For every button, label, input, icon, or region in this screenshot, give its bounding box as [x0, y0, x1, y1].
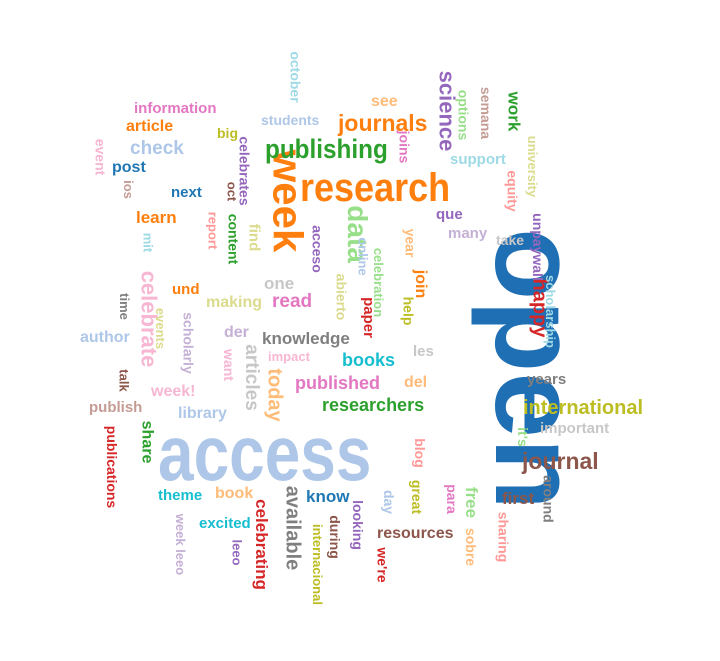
word-help: help — [400, 296, 417, 326]
word-support: support — [450, 151, 506, 168]
word-find: find — [245, 223, 263, 252]
word-share: share — [138, 420, 156, 464]
word-journals: journals — [338, 110, 428, 136]
word-les: les — [413, 343, 434, 360]
word-its: it's — [514, 427, 531, 447]
word-time: time — [116, 293, 132, 320]
word-available: available — [281, 485, 304, 571]
word-post: post — [112, 159, 146, 176]
word-publications: publications — [104, 425, 121, 509]
word-joins: joins — [396, 130, 413, 164]
word-many: many — [448, 225, 488, 242]
word-report: report — [205, 211, 221, 250]
word-resources: resources — [377, 525, 454, 542]
word-making: making — [206, 294, 263, 311]
word-join: join — [412, 269, 430, 299]
word-events: events — [153, 307, 169, 350]
word-next: next — [171, 184, 202, 201]
word-access: access — [158, 409, 372, 497]
word-internacional: internacional — [309, 524, 325, 605]
word-years: years — [527, 371, 567, 388]
word-see: see — [371, 93, 398, 110]
word-university: university — [525, 135, 541, 198]
word-today: today — [263, 368, 286, 422]
word-unpaywall: unpaywall — [529, 213, 546, 281]
word-abierto: abierto — [333, 273, 350, 321]
word-scholarship: scholarship — [542, 275, 558, 348]
word-week-leeo: week leeo — [173, 513, 189, 576]
word-publish: publish — [89, 399, 143, 416]
word-learn: learn — [136, 208, 177, 227]
word-ios: ios — [120, 180, 136, 199]
word-publishing: publishing — [265, 134, 388, 164]
word-excited: excited — [199, 515, 251, 532]
word-science: science — [434, 70, 460, 152]
word-big: big — [217, 125, 238, 141]
word-impact: impact — [268, 349, 310, 364]
word-que: que — [436, 206, 463, 223]
word-talk: talk — [116, 369, 132, 392]
word-important: important — [540, 420, 610, 437]
word-sobre: sobre — [463, 527, 480, 567]
word-take: take — [496, 232, 525, 248]
word-der: der — [224, 324, 249, 341]
word-want: want — [220, 349, 237, 381]
word-celebrates: celebrates — [236, 136, 253, 206]
word-equity: equity — [504, 170, 521, 212]
word-book: book — [215, 485, 254, 502]
word-week-excl: week! — [151, 383, 196, 400]
word-knowledge: knowledge — [262, 329, 350, 348]
word-library: library — [178, 405, 227, 422]
word-online: online — [355, 237, 371, 276]
word-acceso: acceso — [309, 225, 326, 273]
word-del: del — [404, 374, 428, 391]
word-research: research — [300, 166, 451, 210]
word-articles: articles — [240, 344, 262, 411]
word-theme: theme — [158, 487, 203, 504]
word-around: around — [540, 475, 557, 523]
word-were: we're — [374, 547, 391, 583]
word-sharing: sharing — [495, 511, 512, 563]
word-year: year — [402, 228, 419, 258]
word-october: october — [287, 51, 304, 103]
word-looking: looking — [349, 500, 366, 550]
word-para: para — [443, 484, 460, 514]
word-paper: paper — [359, 297, 377, 338]
word-celebrating: celebrating — [251, 499, 271, 590]
word-work: work — [504, 91, 524, 132]
word-day: day — [381, 489, 398, 515]
word-students: students — [261, 112, 320, 128]
word-know: know — [306, 487, 350, 506]
word-researchers: researchers — [322, 395, 425, 415]
word-mit: mit — [140, 232, 156, 253]
word-article: article — [126, 118, 174, 135]
word-options: options — [455, 89, 472, 141]
word-journal: journal — [522, 448, 599, 474]
word-one: one — [264, 274, 295, 293]
word-free: free — [462, 486, 482, 519]
word-during: during — [326, 515, 343, 559]
word-leeo: leeo — [229, 539, 245, 566]
word-author: author — [80, 329, 130, 346]
word-scholarly: scholarly — [180, 312, 197, 374]
word-first: first — [502, 489, 535, 508]
word-published: published — [295, 373, 380, 393]
word-books: books — [342, 350, 396, 370]
word-event: event — [92, 138, 109, 176]
word-information: information — [134, 100, 217, 117]
word-international: international — [523, 397, 644, 419]
word-semana: semana — [478, 86, 495, 140]
word-great: great — [409, 479, 426, 515]
word-content: content — [225, 213, 242, 265]
word-blog: blog — [411, 438, 428, 468]
word-und: und — [172, 281, 200, 298]
word-check: check — [130, 138, 184, 159]
word-read: read — [272, 291, 313, 312]
